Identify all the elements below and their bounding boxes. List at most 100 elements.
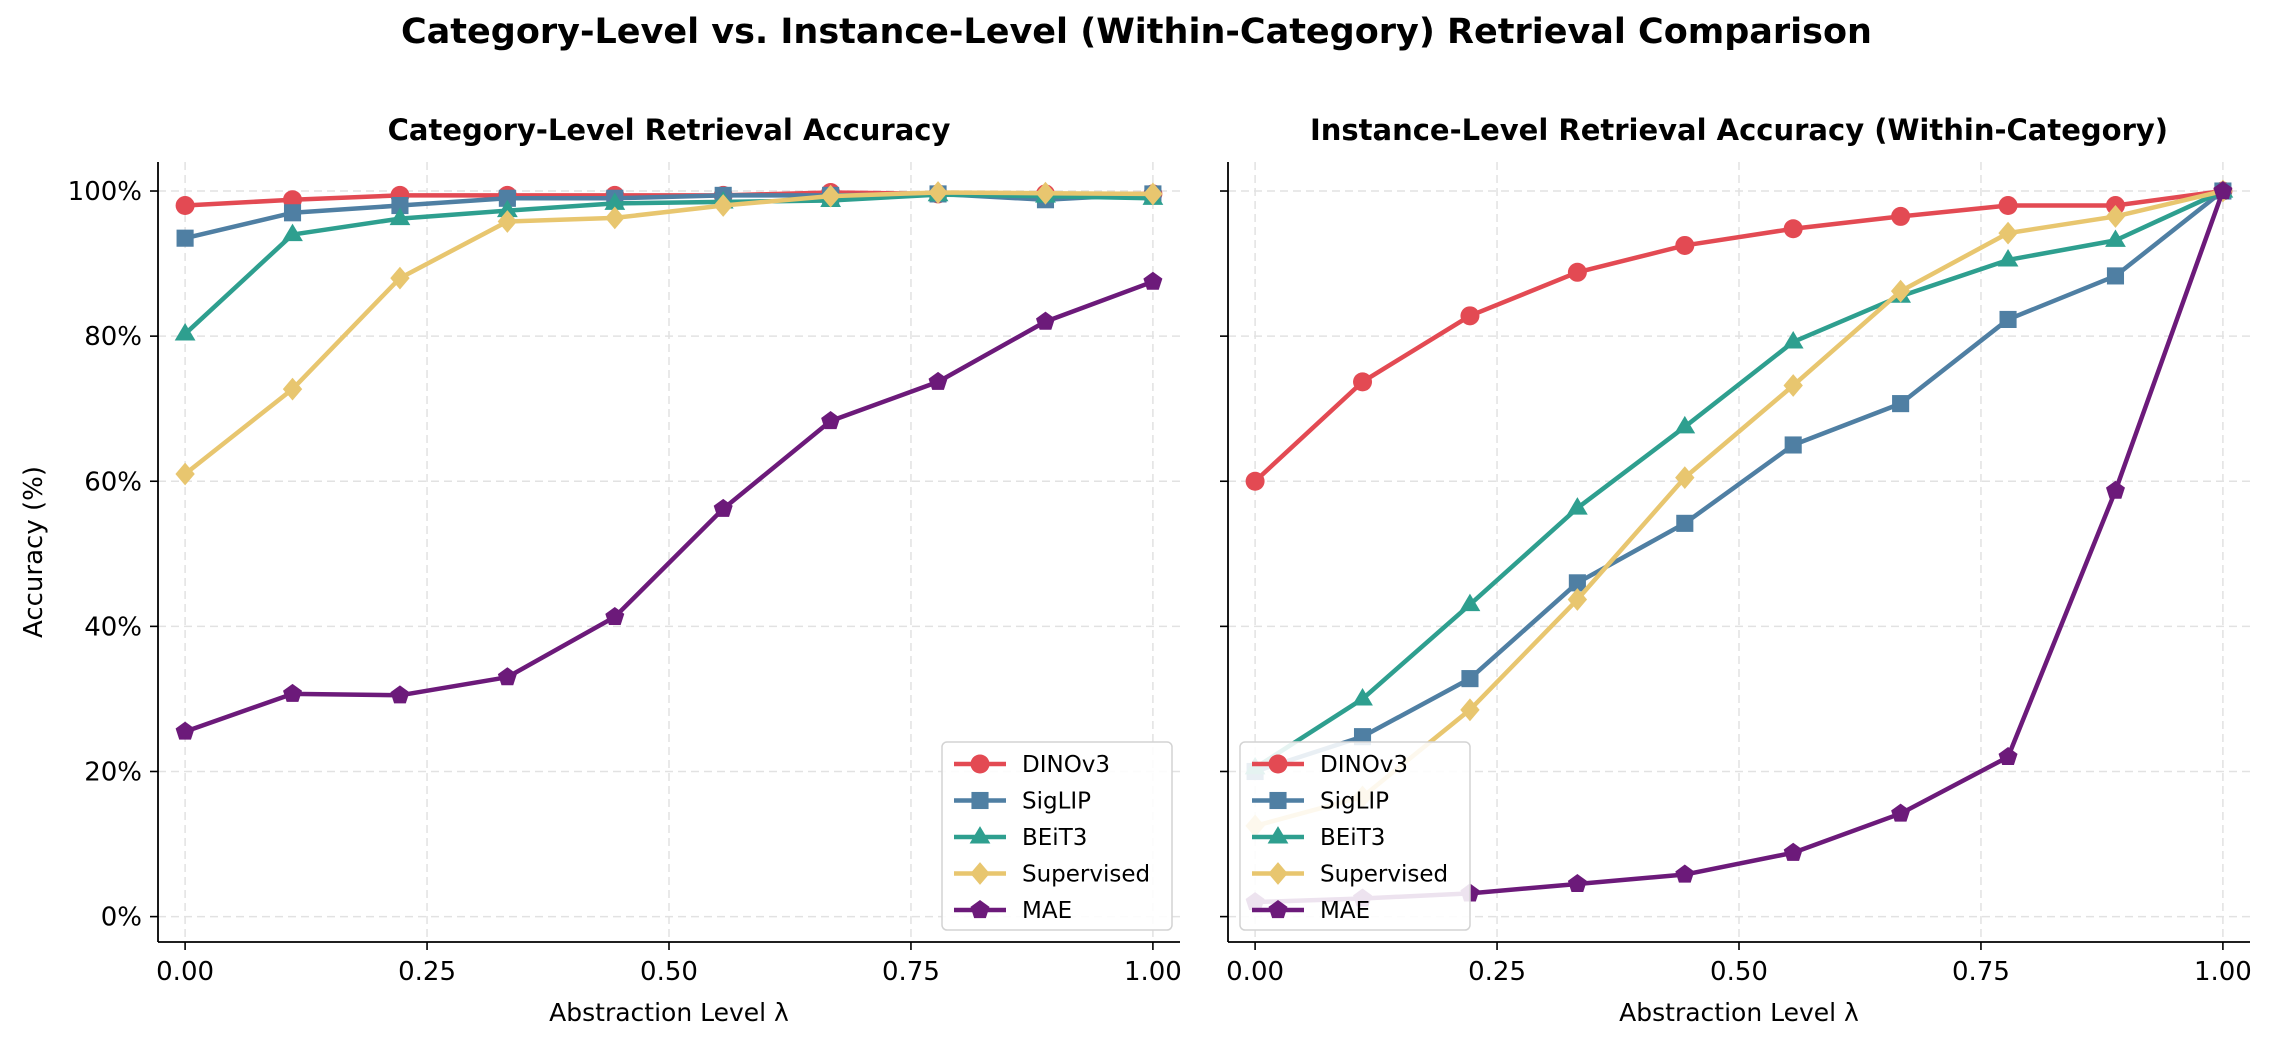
chart-panel-1: 0.00 0.25 0.50 0.75 1.00 0% 20% 40% 60% 80% 100% Ca… [19,113,1182,1027]
legend-marker [1268,862,1288,885]
data-point-dinov3 [1891,206,1911,226]
legend-item-siglip: SigLIP [954,789,1091,815]
legend-item-mae: MAE [954,898,1072,924]
data-point-beit3 [1997,249,2019,267]
data-point-dinov3 [1998,196,2018,216]
legend-label: Supervised [1022,862,1150,888]
legend-label: DINOv3 [1320,752,1408,778]
y-tick-label: 60% [84,467,142,497]
data-point-supervised [1035,181,1056,205]
data-point-siglip [1353,728,1372,746]
x-tick-label: 1.00 [1124,957,1182,987]
panel-title: Instance-Level Retrieval Accuracy (Withi… [1310,113,2168,147]
legend-box [941,741,1173,931]
data-point-siglip [283,204,302,222]
y-tick-label: 20% [84,757,142,787]
series-line-beit3 [182,192,1156,337]
legend-marker [1268,900,1288,919]
data-point-siglip [176,229,194,247]
data-point-siglip [1784,436,1802,454]
legend-label: BEiT3 [1320,825,1385,851]
data-point-siglip [1892,395,1910,413]
legend-marker [1269,791,1287,810]
data-point-supervised [713,194,733,217]
legend-box [1239,741,1471,931]
data-point-supervised [1890,279,1911,303]
series-line-beit3 [1252,188,2226,771]
x-tick-label: 0.25 [1468,957,1526,987]
data-point-mae [928,371,948,390]
x-tick-label: 0.75 [1952,957,2010,987]
data-point-beit3 [1352,688,1373,706]
y-tick-label: 100% [68,177,142,207]
data-point-dinov3 [1245,471,1265,491]
data-point-mae [1675,864,1695,883]
x-tick-label: 0.50 [1710,957,1768,987]
x-tick-label: 0.00 [156,957,214,987]
x-tick-label: 0.00 [1226,957,1284,987]
data-point-supervised [1783,374,1803,397]
legend-marker [970,900,990,919]
legend-marker [970,862,990,885]
legend-label: MAE [1320,898,1370,924]
y-tick-label: 40% [84,612,142,642]
data-point-dinov3 [1460,306,1480,326]
data-point-beit3 [1674,415,1696,434]
series-line-mae [182,279,1156,734]
data-point-siglip [391,196,409,215]
data-point-siglip [1999,310,2017,329]
data-point-mae [1035,311,1055,330]
data-point-supervised [497,210,518,233]
x-tick-label: 1.00 [2194,957,2252,987]
data-point-supervised [820,184,841,208]
data-point-dinov3 [1783,219,1803,239]
legend-marker [969,826,991,844]
data-point-supervised [1460,698,1480,722]
data-point-supervised [2105,205,2126,228]
data-point-supervised [1143,182,1163,206]
x-tick-label: 0.50 [640,957,698,987]
data-point-beit3 [282,223,303,242]
y-axis-label: Accuracy (%) [19,466,49,638]
legend-label: Supervised [1320,862,1448,888]
data-point-beit3 [1782,331,1804,349]
data-point-dinov3 [175,196,195,216]
x-axis-label: Abstraction Level λ [1619,998,1859,1027]
x-axis-label: Abstraction Level λ [549,998,789,1027]
legend-marker [971,791,989,810]
data-point-beit3 [389,207,411,226]
y-tick-label: 0% [101,903,142,933]
legend-label: SigLIP [1022,789,1091,815]
data-point-supervised [175,462,195,486]
data-point-beit3 [174,323,196,341]
data-point-beit3 [1459,593,1481,612]
data-point-mae [821,411,841,430]
legend: DINOv3 SigLIP BEiT3 Supervised MAE [1239,741,1471,931]
legend-item-siglip: SigLIP [1252,789,1389,815]
data-point-siglip [1568,574,1586,592]
data-point-mae [1891,803,1911,822]
data-point-mae [1567,873,1587,893]
legend-item-beit3: BEiT3 [1252,825,1385,851]
data-point-siglip [1676,514,1694,532]
x-tick-label: 0.25 [398,957,456,987]
data-point-supervised [282,377,303,401]
data-point-mae [605,606,625,626]
legend-label: BEiT3 [1022,825,1087,851]
series-line-supervised [182,190,1156,477]
data-point-mae [1998,747,2018,766]
legend-item-mae: MAE [1252,898,1370,924]
series-mae [175,271,1163,740]
legend-label: SigLIP [1320,789,1389,815]
data-point-mae [1783,842,1803,861]
legend-item-supervised: Supervised [954,862,1150,888]
legend-item-supervised: Supervised [1252,862,1448,888]
data-point-dinov3 [1353,372,1373,392]
data-point-mae [2213,181,2233,200]
legend-item-dinov3: DINOv3 [1252,752,1408,778]
data-point-mae [283,683,303,702]
data-point-supervised [605,206,625,230]
data-point-supervised [928,181,948,204]
data-point-mae [2105,480,2125,499]
